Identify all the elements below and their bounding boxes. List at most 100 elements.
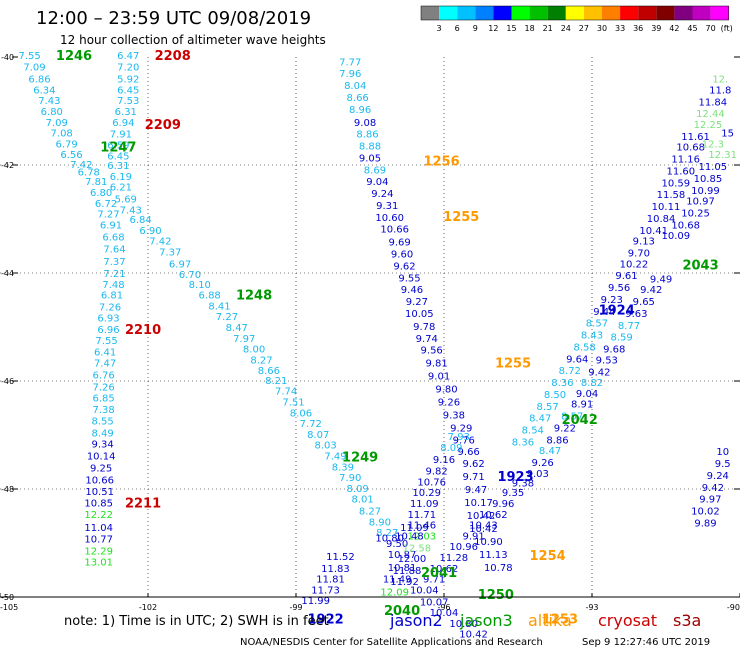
wave-height-value: 8.47 xyxy=(226,323,248,334)
wave-height-value: 9.66 xyxy=(458,447,480,458)
wave-height-value: 6.80 xyxy=(90,188,112,199)
track: 9.499.429.659.638.778.599.689.539.428.82… xyxy=(539,274,672,457)
colorbar-swatch xyxy=(439,6,458,20)
wave-height-value: 9.53 xyxy=(596,355,618,366)
colorbar-swatch xyxy=(511,6,530,20)
wave-height-value: 11.09 xyxy=(400,523,429,534)
colorbar-swatch xyxy=(710,6,729,20)
wave-height-value: 9.69 xyxy=(388,238,410,249)
colorbar-swatch xyxy=(638,6,657,20)
wave-height-value: 9.34 xyxy=(91,440,113,451)
wave-height-value: 9.22 xyxy=(554,423,576,434)
wave-height-value: 7.47 xyxy=(94,359,116,370)
wave-height-value: 7.42 xyxy=(70,160,92,171)
pass-time-label: 2208 xyxy=(155,49,191,64)
wave-height-value: 9.24 xyxy=(707,471,729,482)
track: 7.777.968.048.668.96 9.088.868.889.058.69… xyxy=(339,57,512,573)
colorbar-swatch xyxy=(529,6,548,20)
wave-height-value: 9.46 xyxy=(401,285,423,296)
pass-time-label: 1254 xyxy=(530,549,566,564)
colorbar-label: 30 xyxy=(597,24,607,33)
wave-height-value: 6.85 xyxy=(92,394,114,405)
wave-height-value: 6.78 xyxy=(78,167,100,178)
track: 7.938.099.169.8210.7610.2911.0911.7111.4… xyxy=(390,432,470,588)
wave-height-value: 9.24 xyxy=(371,189,393,200)
wave-height-value: 10.25 xyxy=(681,209,710,220)
wave-height-value: 8.96 xyxy=(349,105,371,116)
pass-labels: 1246 2208 2209 1247 1256 1255 1248 2210 1255 1249… xyxy=(56,49,719,628)
wave-height-value: 10.90 xyxy=(474,537,503,548)
track: 109.59.249.429.9710.029.8912.3111.0510.8… xyxy=(375,129,737,545)
wave-height-value: 6.47 xyxy=(117,51,139,62)
wave-height-value: 12.03 xyxy=(407,531,436,542)
y-tick-label: -42 xyxy=(1,161,14,170)
wave-height-value: 7.37 xyxy=(159,247,181,258)
colorbar-label: 33 xyxy=(615,24,625,33)
wave-height-value: 8.47 xyxy=(539,446,561,457)
wave-height-value: 8.36 xyxy=(512,437,534,448)
wave-height-value: 11.73 xyxy=(311,585,340,596)
wave-height-value: 9.78 xyxy=(413,322,435,333)
wave-height-value: 12.44 xyxy=(696,109,725,120)
pass-time-label: 1255 xyxy=(495,357,531,372)
footer-timestamp: Sep 9 12:27:46 UTC 2019 xyxy=(582,637,710,648)
wave-height-value: 9.5 xyxy=(715,459,731,470)
wave-height-value: 10.41 xyxy=(639,226,668,237)
wave-height-value: 12.22 xyxy=(84,510,113,521)
wave-height-value: 9.04 xyxy=(366,177,388,188)
wave-height-value: 11.61 xyxy=(681,132,710,143)
wave-height-value: 11.04 xyxy=(84,523,113,534)
wave-height-value: 8.72 xyxy=(559,366,581,377)
pass-time-label: 1256 xyxy=(423,155,459,170)
wave-height-value: 8.01 xyxy=(351,495,373,506)
wave-height-value: 12.3 xyxy=(702,139,724,150)
grid-lines xyxy=(0,57,740,597)
y-tick-label: -44 xyxy=(1,269,14,278)
wave-height-value: 10.60 xyxy=(375,213,404,224)
legend-altika: altika xyxy=(528,611,572,630)
wave-height-value: 10.05 xyxy=(405,309,434,320)
wave-height-value: 6.76 xyxy=(92,371,114,382)
wave-height-value: 8.57 xyxy=(586,319,608,330)
colorbar-swatch xyxy=(674,6,693,20)
wave-height-value: 7.49 xyxy=(324,452,346,463)
wave-height-value: 9.65 xyxy=(633,297,655,308)
wave-height-value: 11.46 xyxy=(407,521,436,532)
pass-time-label: 1924 xyxy=(599,304,635,319)
wave-height-value: 7.72 xyxy=(300,419,322,430)
wave-height-value: 10.84 xyxy=(647,214,676,225)
wave-height-value: 9.38 xyxy=(443,410,465,421)
wave-height-value: 8.88 xyxy=(359,142,381,153)
wave-height-value: 9.82 xyxy=(425,467,447,478)
wave-height-value: 7.91 xyxy=(110,130,132,141)
wave-height-value: 5.69 xyxy=(115,194,137,205)
x-tick-label: -96 xyxy=(437,603,450,612)
wave-height-value: 8.49 xyxy=(91,428,113,439)
wave-height-value: 10.97 xyxy=(686,197,715,208)
wave-height-value: 8.27 xyxy=(250,355,272,366)
wave-height-value: 9.70 xyxy=(628,248,650,259)
wave-height-value: 9.91 xyxy=(462,531,484,542)
y-tick-label: -40 xyxy=(1,53,14,62)
wave-height-value: 8.06 xyxy=(290,408,312,419)
wave-height-value: 9.13 xyxy=(633,237,655,248)
wave-height-value: 7.27 xyxy=(216,312,238,323)
wave-height-value: 10.22 xyxy=(620,259,649,270)
axis-ticks: -105 -102 -99 -96 -93 -90 -40 -42 -44 -46 -48 -50 xyxy=(0,53,740,612)
wave-height-value: 10.59 xyxy=(662,178,691,189)
wave-height-value: 7.74 xyxy=(275,387,297,398)
wave-height-value: 6.88 xyxy=(199,291,221,302)
wave-height-value: 8.55 xyxy=(91,416,113,427)
wave-height-value: 10.14 xyxy=(87,452,116,463)
wave-height-value: 10.96 xyxy=(449,542,478,553)
wave-height-value: 6.90 xyxy=(139,226,161,237)
colorbar-swatch xyxy=(493,6,512,20)
wave-height-value: 6.94 xyxy=(112,118,134,129)
wave-height-value: 6.21 xyxy=(110,183,132,194)
pass-time-label: 2043 xyxy=(682,258,718,273)
wave-height-value: 9.27 xyxy=(406,297,428,308)
chart-subtitle: 12 hour collection of altimeter wave hei… xyxy=(60,33,326,47)
wave-height-value: 6.34 xyxy=(33,85,55,96)
wave-height-value: 10.80 xyxy=(375,534,404,545)
wave-height-value: 9.56 xyxy=(608,283,630,294)
